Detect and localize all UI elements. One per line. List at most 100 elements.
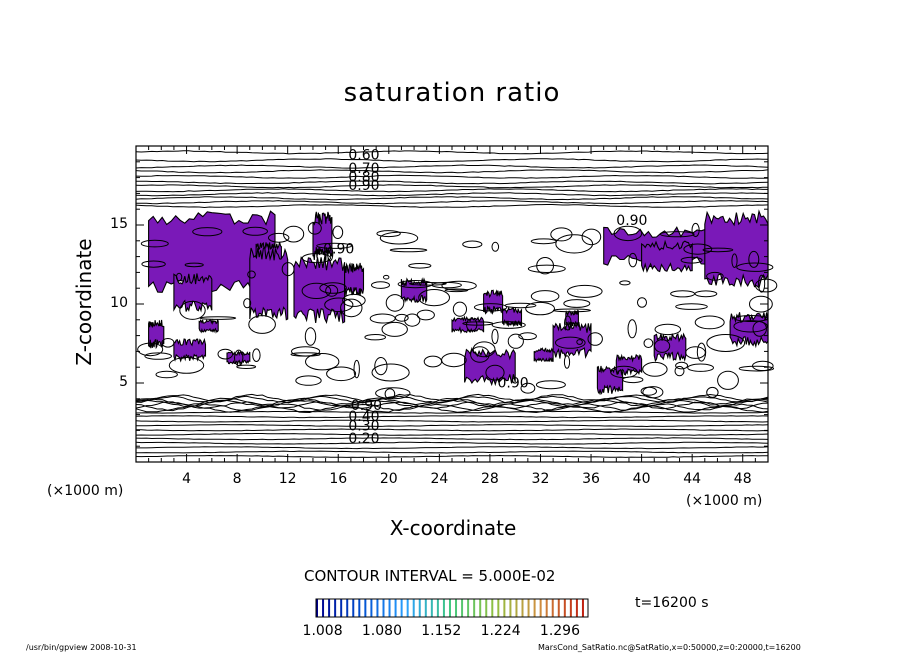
contour-cell (324, 297, 354, 313)
contour-line (135, 196, 769, 201)
contour-cell (622, 376, 644, 384)
contour-cell (371, 281, 390, 289)
contour-cell (252, 348, 261, 363)
shaded-region (704, 209, 769, 289)
contour-cell (179, 300, 206, 320)
contour-value-label: 0.30 (348, 418, 379, 434)
contour-line (135, 188, 768, 193)
contour-cell (192, 227, 223, 237)
contour-cell (702, 247, 734, 253)
contour-value-label: 0.40 (348, 409, 379, 425)
time-label: t=16200 s (635, 595, 709, 611)
shaded-region (198, 318, 219, 334)
y-tick-label: 15 (110, 216, 128, 232)
contour-line (135, 180, 769, 185)
contour-cell (199, 316, 237, 320)
shaded-region (249, 246, 289, 321)
contour-line (135, 401, 769, 410)
contour-cell (643, 338, 654, 349)
contour-cell (404, 313, 421, 327)
contour-cell (491, 321, 526, 329)
contour-cell (581, 228, 602, 246)
contour-cell (243, 298, 252, 309)
x-tick-label: 28 (480, 471, 499, 487)
contour-value-label: 0.90 (323, 241, 354, 257)
x-tick-label: 32 (531, 471, 550, 487)
contour-cell (389, 248, 428, 253)
contour-cell (248, 315, 276, 334)
contour-cell (418, 289, 451, 307)
contour-line (135, 432, 769, 436)
contour-cell (301, 253, 331, 264)
contour-line (136, 446, 769, 450)
contour-cell (518, 332, 537, 341)
contour-value-label: 0.80 (348, 170, 379, 186)
colorbar (315, 598, 589, 618)
contour-cell (441, 280, 477, 291)
contour-cell (379, 231, 419, 245)
contour-cell (140, 239, 169, 248)
contour-cell (555, 234, 594, 254)
contour-cell (627, 319, 637, 339)
contour-value-label: 0.90 (616, 213, 647, 229)
contour-cell (353, 359, 360, 379)
contour-cell (242, 226, 268, 236)
contour-cell (738, 365, 775, 372)
contour-cell (326, 366, 357, 382)
shaded-region (173, 273, 213, 313)
contour-line (135, 424, 769, 428)
contour-cell (291, 346, 321, 357)
shaded-region (148, 319, 165, 350)
contour-line (135, 169, 769, 174)
contour-cell (161, 338, 175, 348)
contour-line (135, 192, 769, 197)
shaded-region (293, 256, 346, 325)
colorbar-tick-label: 1.080 (361, 623, 402, 639)
contour-cell (754, 278, 778, 293)
contour-cell (530, 238, 557, 245)
contour-cell (394, 313, 409, 322)
contour-cell (504, 302, 537, 309)
contour-cell (371, 363, 410, 382)
y-axis-label: Z-coordinate (72, 238, 96, 366)
contour-cell (383, 274, 390, 280)
axes (135, 145, 769, 463)
contour-cell (675, 303, 708, 310)
colorbar-frame (315, 598, 589, 618)
contour-line (135, 415, 769, 419)
footer-command: /usr/bin/gpview 2008-10-31 (26, 643, 137, 652)
contour-cell (610, 365, 638, 379)
contour-line (135, 437, 769, 441)
contour-value-label: 0.90 (351, 398, 382, 414)
contour-line (135, 184, 768, 189)
contour-cell (637, 297, 647, 308)
contour-cell (408, 263, 432, 269)
x-tick-label: 4 (182, 471, 191, 487)
contour-cell (619, 280, 631, 286)
contour-cell (520, 382, 536, 394)
colorbar-tick-label: 1.296 (539, 623, 581, 639)
shaded-region (615, 353, 643, 376)
contour-line (135, 410, 769, 414)
contour-cell (733, 320, 768, 333)
contour-line (135, 454, 768, 458)
contour-cell (141, 260, 166, 268)
colorbar-tick-label: 1.008 (302, 623, 343, 639)
contour-cell (408, 282, 447, 286)
contour-cell (144, 352, 172, 360)
shaded-region (533, 347, 554, 363)
x-tick-label: 36 (582, 471, 600, 487)
contour-cell (535, 380, 566, 390)
contour-cell (654, 323, 682, 336)
contour-cell (295, 375, 322, 386)
contour-cell (369, 313, 396, 324)
contour-cell (342, 293, 366, 307)
contour-cell (247, 270, 256, 279)
contour-line (135, 419, 769, 423)
contour-cell (491, 241, 500, 252)
contour-cell (376, 230, 401, 238)
contour-line (135, 403, 769, 412)
y-tick-label: 10 (110, 295, 128, 311)
contour-cell (736, 262, 774, 272)
contour-cell (683, 243, 713, 255)
